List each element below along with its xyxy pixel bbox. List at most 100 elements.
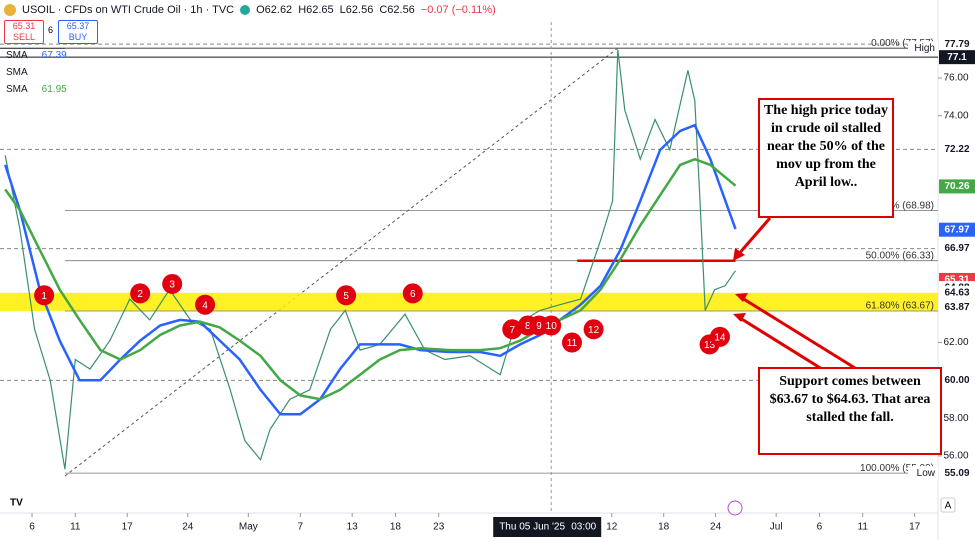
fib-label: 61.80% (63.67) <box>866 301 934 312</box>
arrow <box>735 217 772 257</box>
price-label: 64.63 <box>944 287 969 298</box>
x-tick-label: 11 <box>858 522 869 533</box>
header: USOIL · CFDs on WTI Crude Oil · 1h · TVC… <box>0 0 496 20</box>
price-tag-box <box>908 41 938 56</box>
y-tick-label: 76.00 <box>943 73 968 84</box>
price-label-box <box>939 179 975 194</box>
marker <box>502 319 523 340</box>
x-tick-label: 24 <box>710 522 722 533</box>
marker-label: 2 <box>137 289 143 300</box>
marker <box>583 319 604 340</box>
status <box>240 5 251 15</box>
marker-label: 9 <box>536 321 542 332</box>
marker-label: 11 <box>567 338 578 349</box>
crosshair-time: 03:00 <box>571 522 596 533</box>
y-tick-label: 74.00 <box>943 110 968 121</box>
price-label-box <box>939 50 975 65</box>
marker <box>709 326 730 347</box>
y-tick-label: 62.00 <box>943 337 968 348</box>
legend-name: SMA <box>6 67 28 78</box>
x-tick-label: May <box>239 522 258 533</box>
price-tag-box <box>908 466 938 481</box>
marker-label: 7 <box>509 325 515 336</box>
buy-button[interactable]: 65.37 BUY <box>58 20 98 44</box>
x-tick-label: Jul <box>770 522 783 533</box>
x-tick-label: 6 <box>817 522 823 533</box>
crosshair-box <box>493 517 602 537</box>
price-label-box <box>939 300 975 315</box>
price-label: 65.31 <box>944 275 969 286</box>
price-label: 60.00 <box>944 375 969 386</box>
marker-label: 5 <box>343 291 349 302</box>
sell-label: SELL <box>12 32 36 42</box>
marker <box>561 332 582 353</box>
legend-name: SMA <box>6 50 28 61</box>
x-tick-label: 17 <box>122 522 134 533</box>
price-tag: High <box>914 43 935 54</box>
marker-label: 1 <box>41 291 47 302</box>
marker-label: 10 <box>546 321 558 332</box>
sma-line <box>4 157 737 401</box>
x-tick-label: 7 <box>297 522 303 533</box>
marker-label: 13 <box>704 340 716 351</box>
ohlc: O62.62 <box>256 4 293 16</box>
price-label: 66.97 <box>944 243 969 254</box>
x-tick-label: 17 <box>909 522 921 533</box>
marker-label: 6 <box>410 289 416 300</box>
price-label: 55.09 <box>944 468 969 479</box>
arrow-head <box>733 248 745 261</box>
spread: 6 <box>48 25 54 35</box>
auto-label: A <box>945 501 952 512</box>
fib-label: 38.20% (68.98) <box>866 200 934 211</box>
x-tick-label: 12 <box>606 522 618 533</box>
sell-price: 65.31 <box>12 21 36 31</box>
price-label: 72.22 <box>944 144 969 155</box>
symbol-icon <box>4 4 16 16</box>
sell-button[interactable]: 65.31 SELL <box>4 20 44 44</box>
price-label: 70.26 <box>944 181 969 192</box>
annotation: Support comes between $63.67 to $64.63. … <box>758 367 942 455</box>
arrow-head <box>733 313 746 322</box>
price-label-box <box>939 373 975 388</box>
crosshair-label: Thu 05 Jun '25 <box>499 522 565 533</box>
ohlc: C62.56 <box>379 4 415 16</box>
fib-label: 100.00% (55.09) <box>860 463 934 474</box>
y-tick-label: 58.00 <box>943 413 968 424</box>
price-label: 77.1 <box>947 52 967 63</box>
change: −0.07 (−0.11%) <box>420 4 496 16</box>
buy-price: 65.37 <box>66 21 90 31</box>
fib-label: 0.00% (77.57) <box>871 38 934 49</box>
icon <box>727 500 743 516</box>
legend-value: 67.39 <box>41 50 67 61</box>
price-tag: Low <box>917 468 936 479</box>
x-tick-label: 11 <box>70 522 81 533</box>
price-label-box <box>939 285 975 300</box>
marker <box>195 294 216 315</box>
marker-label: 4 <box>202 300 208 311</box>
legend-entry[interactable]: SMA 61.95 <box>6 84 67 95</box>
marker <box>336 285 357 306</box>
marker <box>34 285 55 306</box>
marker-label: 8 <box>525 321 531 332</box>
price-label-box <box>939 466 975 481</box>
x-tick-label: 13 <box>347 522 359 533</box>
legend-value: 61.95 <box>41 84 67 95</box>
marker <box>402 283 423 304</box>
legend-entry[interactable]: SMA <box>6 67 28 78</box>
arrow <box>739 316 831 376</box>
legend-entry[interactable]: SMA 67.39 <box>6 50 67 61</box>
price-label-box <box>939 222 975 237</box>
title: USOIL · CFDs on WTI Crude Oil · 1h · TVC <box>22 4 235 16</box>
price-label: 77.79 <box>944 39 969 50</box>
x-tick-label: 23 <box>433 522 445 533</box>
auto-button[interactable] <box>940 497 956 513</box>
ohlc: L62.56 <box>339 4 374 16</box>
x-tick-label: 6 <box>29 522 35 533</box>
marker-label: 3 <box>169 280 175 291</box>
support-band <box>0 292 938 311</box>
trend-line <box>64 47 619 477</box>
fib-label: 50.00% (66.33) <box>866 250 934 261</box>
y-tick-label: 56.00 <box>943 451 968 462</box>
